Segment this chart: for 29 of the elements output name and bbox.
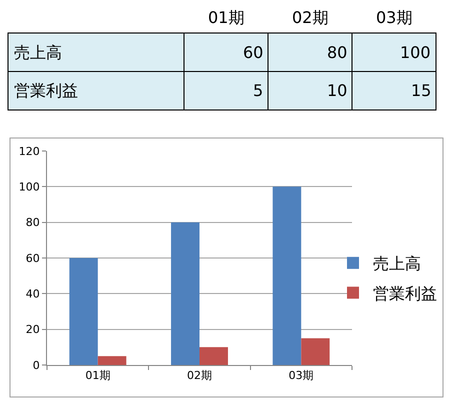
y-tick-label: 売上高 [14,43,62,62]
x-tick-label: 03期 [376,8,412,27]
x-tick-label: 03期 [288,369,314,382]
bar [98,356,126,365]
data-label: 5 [253,81,264,100]
data-label: 60 [243,43,264,62]
bar [200,347,228,365]
y-tick-label: 120 [18,144,40,158]
data-label: 100 [400,43,431,62]
bar [272,186,302,365]
x-tick-label: 01期 [208,8,244,27]
y-tick-label: 40 [26,288,40,301]
y-tick-label: 20 [26,323,40,336]
legend-label: 売上高 [373,254,421,274]
x-tick-label: 02期 [292,8,328,27]
y-tick-label: 100 [18,180,40,194]
bar [301,338,330,365]
y-tick-label: 営業利益 [14,81,78,100]
data-label: 10 [327,81,348,100]
bar [69,258,98,365]
legend-label: 営業利益 [373,284,437,303]
data-label: 80 [327,43,348,62]
x-tick-label: 02期 [187,369,212,382]
x-tick-label: 01期 [85,369,110,382]
y-tick-label: 0 [32,358,40,372]
data-label: 15 [411,81,432,100]
bar [171,222,200,365]
y-tick-label: 60 [26,252,40,265]
y-tick-label: 80 [26,216,40,230]
